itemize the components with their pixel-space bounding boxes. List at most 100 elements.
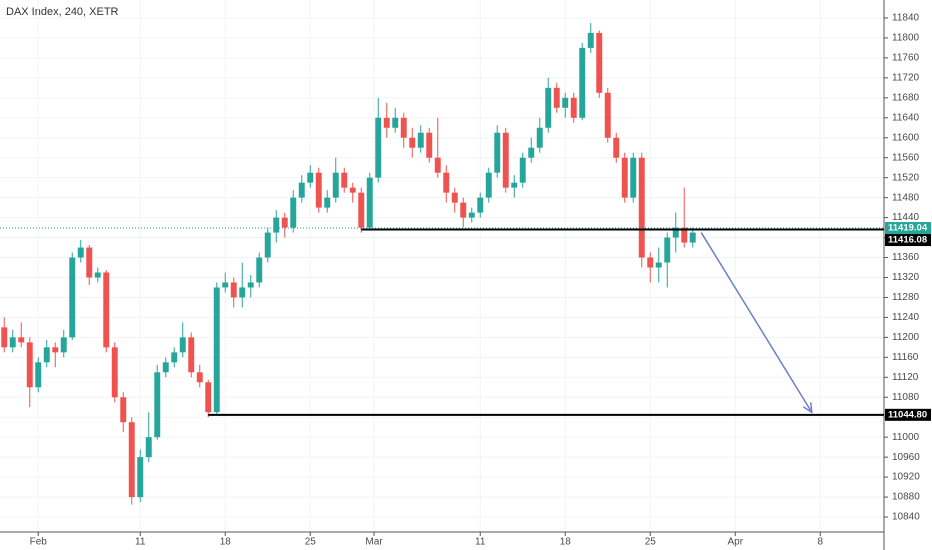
x-tick-label: Apr [727, 537, 743, 548]
candle-body [596, 32, 603, 93]
chart-title: DAX Index, 240, XETR [6, 6, 119, 18]
price-label: 11044.80 [888, 409, 927, 420]
candle-body [460, 202, 467, 218]
y-tick-label: 11680 [892, 92, 920, 103]
candle-body [18, 337, 25, 343]
arrow-line [700, 232, 813, 413]
y-tick-label: 11520 [892, 172, 920, 183]
y-tick-label: 11600 [892, 132, 920, 143]
candle-body [332, 172, 339, 198]
candle-body [417, 132, 424, 148]
candle-body [468, 212, 475, 218]
y-tick-label: 11440 [892, 212, 920, 223]
candle-body [519, 157, 526, 183]
candle-body [77, 247, 84, 258]
candle-body [128, 422, 135, 498]
candle-body [154, 372, 161, 438]
candle-body [630, 157, 637, 198]
candle-body [655, 262, 662, 268]
candle-body [137, 457, 144, 498]
candle-body [103, 272, 110, 348]
candle-body [485, 172, 492, 198]
candle-body [179, 337, 186, 353]
candle-body [545, 87, 552, 128]
candle-body [443, 172, 450, 193]
x-tick-label: 18 [560, 537, 572, 548]
y-tick-label: 11200 [892, 332, 920, 343]
candle-body [383, 117, 390, 128]
candle-body [562, 97, 569, 108]
y-tick-label: 11000 [892, 432, 920, 443]
candle-body [60, 337, 67, 353]
candle-body [162, 362, 169, 373]
y-tick-label: 11560 [892, 152, 920, 163]
candle-body [86, 247, 93, 278]
x-tick-label: Mar [365, 537, 383, 548]
candle-body [536, 127, 543, 148]
y-tick-label: 11720 [892, 72, 920, 83]
candle-body [205, 382, 212, 413]
candle-body [613, 137, 620, 158]
y-tick-label: 10880 [892, 492, 920, 503]
y-tick-label: 11080 [892, 392, 920, 403]
candle-body [358, 192, 365, 228]
candle-body [111, 347, 118, 398]
arrow-head [802, 402, 813, 414]
candle-body [494, 132, 501, 173]
price-label-box [885, 222, 931, 235]
candle-body [375, 117, 382, 178]
candle-body [222, 282, 229, 288]
y-tick-label: 10960 [892, 452, 920, 463]
candle-body [681, 227, 688, 243]
candle-body [35, 362, 42, 388]
y-tick-label: 11280 [892, 292, 920, 303]
candle-body [451, 192, 458, 203]
x-tick-label: 11 [475, 537, 486, 548]
y-tick-label: 10920 [892, 472, 920, 483]
x-tick-label: Feb [30, 537, 48, 548]
y-tick-label: 11160 [892, 352, 919, 363]
candle-body [120, 397, 127, 423]
x-tick-label: 18 [220, 537, 232, 548]
candle-body [587, 32, 594, 48]
candle-body [426, 132, 433, 158]
candle-body [324, 197, 331, 208]
price-label: 11419.04 [888, 223, 928, 234]
candle-body [307, 172, 314, 183]
candle-body [579, 47, 586, 118]
candle-body [298, 182, 305, 198]
candle-body [553, 87, 560, 108]
candle-body [638, 157, 645, 258]
price-label-box [885, 234, 931, 247]
candle-body [511, 182, 518, 188]
candle-body [43, 347, 50, 363]
y-tick-label: 11240 [892, 312, 920, 323]
y-tick-label: 11640 [892, 112, 920, 123]
candle-body [281, 217, 288, 228]
candle-body [213, 287, 220, 413]
y-tick-label: 11840 [892, 13, 920, 24]
candle-body [52, 347, 59, 353]
candle-body [290, 197, 297, 228]
candle-body [664, 237, 671, 263]
candle-body [349, 187, 356, 193]
candle-body [196, 372, 203, 383]
candle-body [315, 172, 322, 208]
y-tick-label: 11800 [892, 33, 920, 44]
candle-body [409, 137, 416, 148]
candle-body [672, 227, 679, 238]
candle-body [247, 282, 254, 288]
candle-body [570, 97, 577, 118]
y-tick-label: 11120 [892, 372, 919, 383]
x-tick-label: 8 [817, 537, 823, 548]
candle-body [69, 257, 76, 338]
candle-body [239, 287, 246, 298]
candle-body [273, 217, 280, 233]
candle-body [647, 257, 654, 268]
candle-body [502, 132, 509, 188]
y-tick-label: 11320 [892, 272, 920, 283]
candle-body [528, 147, 535, 158]
